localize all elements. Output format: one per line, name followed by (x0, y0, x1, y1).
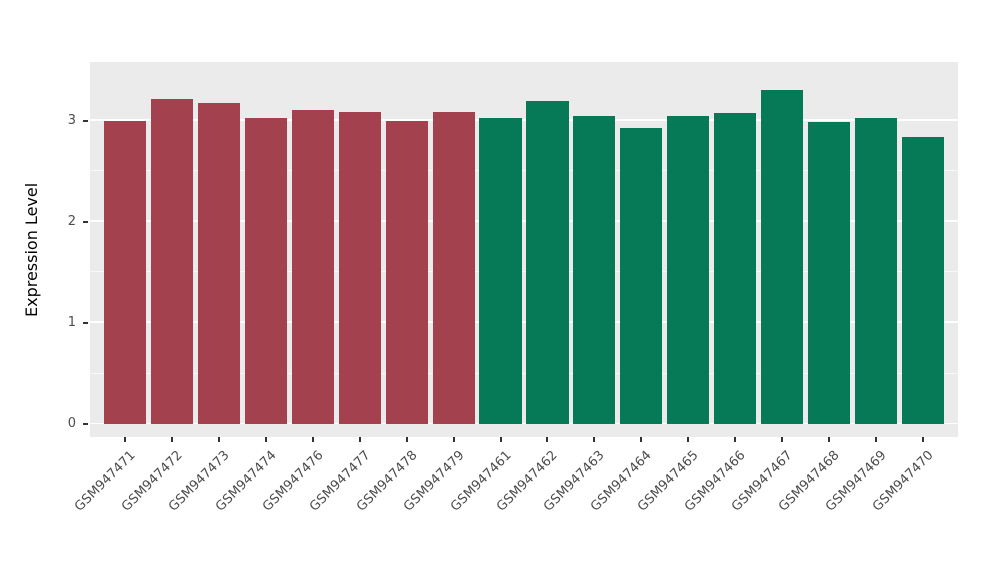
bar (526, 101, 569, 424)
bar (291, 110, 334, 424)
y-tick-label: 2 (67, 213, 76, 229)
bar (338, 112, 381, 424)
gridline-major (90, 321, 958, 323)
x-tick-mark (734, 437, 737, 442)
bar (244, 117, 288, 424)
x-tick-mark (405, 437, 408, 442)
bar (714, 113, 757, 424)
x-tick-mark (781, 437, 784, 442)
x-tick-mark (640, 437, 643, 442)
gridline-major (90, 220, 958, 222)
x-tick-mark (124, 437, 127, 442)
bar (573, 116, 616, 424)
y-tick-label: 1 (67, 314, 76, 330)
x-tick-mark (264, 437, 267, 442)
x-tick-mark (171, 437, 174, 442)
bar (620, 127, 663, 424)
gridline-minor (90, 271, 958, 273)
plot-panel (90, 62, 958, 437)
y-tick-mark (83, 423, 88, 425)
x-tick-mark (827, 437, 830, 442)
gridline-major (90, 119, 958, 121)
x-tick-mark (452, 437, 455, 442)
gridline-minor (90, 170, 958, 172)
bar (197, 103, 241, 424)
bar (479, 117, 522, 424)
x-tick-mark (499, 437, 502, 442)
bar (385, 120, 428, 424)
gridline-minor (90, 372, 958, 374)
bar (150, 99, 194, 424)
x-axis-labels: GSM947471 GSM947472 GSM947473 GSM947474 GSM9… (72, 437, 958, 580)
x-tick-mark (593, 437, 596, 442)
x-tick-mark (358, 437, 361, 442)
bar (901, 136, 944, 424)
bar (104, 120, 147, 424)
gridline-major (90, 422, 958, 424)
x-tick-mark (687, 437, 690, 442)
y-tick-label: 0 (67, 416, 76, 431)
y-tick-label: 3 (67, 112, 76, 128)
x-tick-mark (311, 437, 314, 442)
bar (760, 90, 804, 424)
bar (667, 116, 710, 424)
x-tick-mark (546, 437, 549, 442)
y-tick-mark (83, 220, 88, 223)
bar (807, 121, 851, 424)
x-tick-mark (921, 437, 924, 442)
y-axis-ticks: 0 1 2 3 (0, 62, 90, 437)
y-tick-mark (83, 321, 88, 324)
bar (432, 112, 475, 424)
bar (854, 117, 897, 424)
y-tick-mark (83, 119, 88, 122)
x-tick-mark (218, 437, 221, 442)
x-tick-mark (874, 437, 877, 442)
